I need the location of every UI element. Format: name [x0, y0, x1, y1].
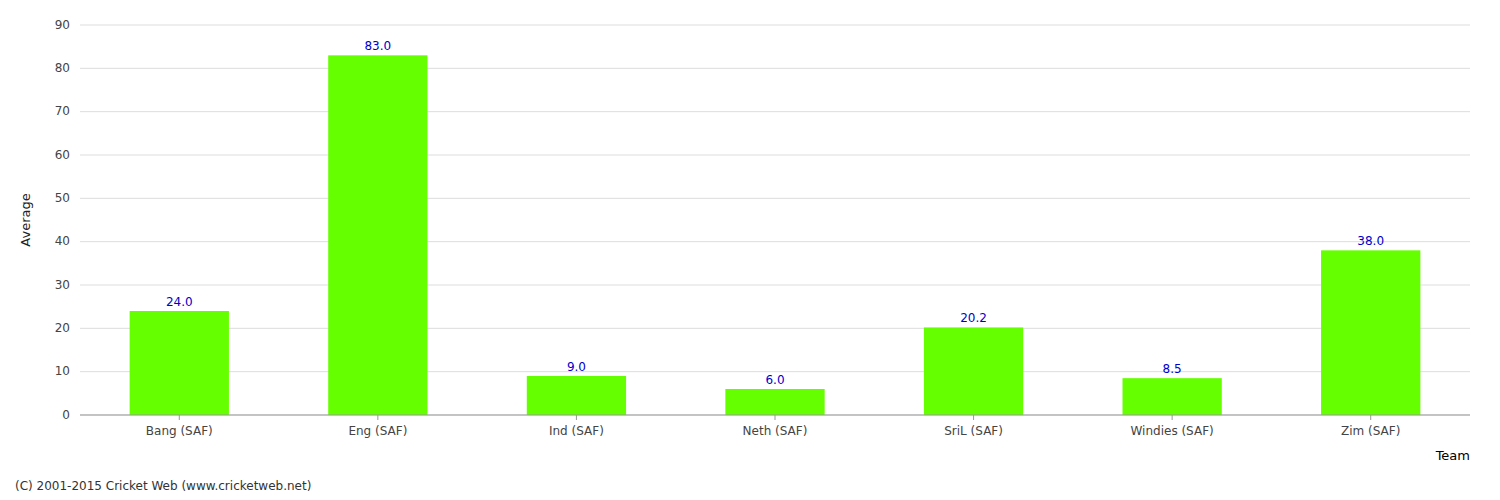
x-tick: [775, 415, 776, 420]
y-tick-label: 70: [55, 104, 70, 118]
y-tick-label: 0: [62, 408, 70, 422]
bar: [1123, 378, 1222, 415]
data-label: 24.0: [166, 295, 193, 309]
x-tick: [1172, 415, 1173, 420]
data-label: 38.0: [1357, 234, 1384, 248]
x-tick: [973, 415, 974, 420]
data-label: 83.0: [364, 39, 391, 53]
bar: [924, 327, 1023, 415]
bars: [130, 55, 1421, 415]
grid-line: [80, 241, 1470, 242]
x-tick-label: Eng (SAF): [348, 424, 407, 438]
grid-line: [80, 285, 1470, 286]
bar: [527, 376, 626, 415]
y-tick-label: 90: [55, 18, 70, 32]
background: [0, 0, 1500, 500]
data-label: 8.5: [1163, 362, 1182, 376]
chart: 0 10 20 30 40 50 60 70 80 90 Average 24.0 83.0 9.0 6.0…: [0, 0, 1500, 500]
x-tick-label: Neth (SAF): [743, 424, 808, 438]
bar: [130, 311, 229, 415]
grid-line: [80, 198, 1470, 199]
x-tick: [576, 415, 577, 420]
chart-container: 0 10 20 30 40 50 60 70 80 90 Average 24.0 83.0 9.0 6.0…: [0, 0, 1500, 500]
y-tick-label: 50: [55, 191, 70, 205]
y-tick-label: 20: [55, 321, 70, 335]
y-tick-label: 30: [55, 278, 70, 292]
grid-line: [80, 328, 1470, 329]
x-axis: Bang (SAF) Eng (SAF) Ind (SAF) Neth (SAF) Sr…: [80, 415, 1470, 438]
data-label: 6.0: [765, 373, 784, 387]
y-tick-label: 40: [55, 234, 70, 248]
x-tick: [1370, 415, 1371, 420]
bar: [725, 389, 824, 415]
x-tick-label: Bang (SAF): [146, 424, 213, 438]
grid: [80, 25, 1470, 415]
y-axis: 0 10 20 30 40 50 60 70 80 90: [55, 18, 70, 422]
data-labels: 24.0 83.0 9.0 6.0 20.2 8.5 38.0: [166, 39, 1384, 387]
data-label: 20.2: [960, 311, 987, 325]
x-tick-label: Windies (SAF): [1131, 424, 1214, 438]
x-tick: [377, 415, 378, 420]
grid-line: [80, 68, 1470, 69]
y-tick-label: 80: [55, 61, 70, 75]
bar: [328, 55, 427, 415]
footer: (C) 2001-2015 Cricket Web (www.cricketwe…: [15, 479, 311, 493]
y-tick-label: 60: [55, 148, 70, 162]
grid-line: [80, 155, 1470, 156]
grid-line: [80, 111, 1470, 112]
y-tick-label: 10: [55, 364, 70, 378]
x-tick-label: SriL (SAF): [944, 424, 1003, 438]
grid-line: [80, 25, 1470, 26]
x-tick: [179, 415, 180, 420]
x-tick-label: Zim (SAF): [1341, 424, 1400, 438]
y-axis-label: Average: [18, 193, 33, 246]
x-axis-label: Team: [1435, 448, 1470, 463]
x-tick-label: Ind (SAF): [549, 424, 604, 438]
data-label: 9.0: [567, 360, 586, 374]
bar: [1321, 250, 1420, 415]
